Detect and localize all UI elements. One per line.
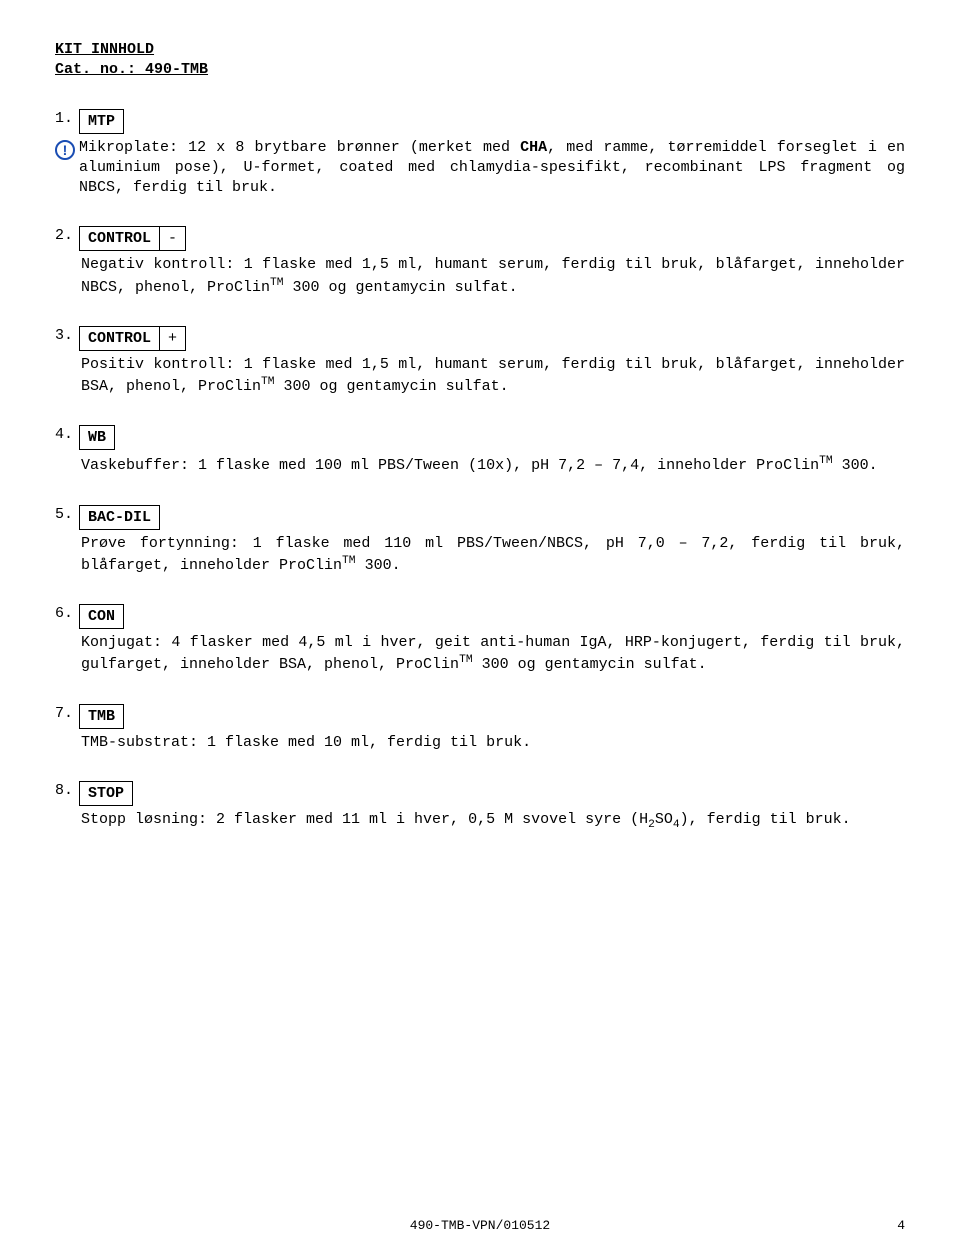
text-fragment: 300 og gentamycin sulfat. bbox=[473, 656, 707, 673]
item-box-label: CONTROL bbox=[79, 326, 160, 351]
item-number: 8. bbox=[55, 781, 73, 801]
kit-item: 7. TMB TMB-substrat: 1 flaske med 10 ml, f… bbox=[55, 704, 905, 753]
items-list: 1.MTP!Mikroplate: 12 x 8 brytbare brønne… bbox=[55, 109, 905, 833]
text-fragment: TM bbox=[819, 455, 833, 467]
kit-item: 6. CON Konjugat: 4 flasker med 4,5 ml i hv… bbox=[55, 604, 905, 676]
item-box-label: CON bbox=[79, 604, 124, 629]
text-fragment: 300 og gentamycin sulfat. bbox=[275, 378, 509, 395]
item-description-text: Positiv kontroll: 1 flaske med 1,5 ml, h… bbox=[81, 356, 905, 395]
item-description-body: Mikroplate: 12 x 8 brytbare brønner (mer… bbox=[79, 138, 905, 199]
cat-no: Cat. no.: 490-TMB bbox=[55, 60, 905, 80]
item-number: 6. bbox=[55, 604, 73, 624]
kit-title: KIT INNHOLD bbox=[55, 40, 905, 60]
text-fragment: ), ferdig til bruk. bbox=[680, 811, 851, 828]
item-number: 2. bbox=[55, 226, 73, 246]
item-header: 5. BAC-DIL bbox=[55, 505, 905, 530]
text-fragment: 4 bbox=[673, 819, 680, 831]
text-fragment: TM bbox=[342, 555, 356, 567]
text-fragment: Prøve fortynning: 1 flaske med 110 ml PB… bbox=[81, 535, 905, 574]
item-header: 3. CONTROL+ bbox=[55, 326, 905, 351]
item-number: 5. bbox=[55, 505, 73, 525]
page-footer: 490-TMB-VPN/010512 4 bbox=[0, 1217, 960, 1235]
text-fragment: 2 bbox=[648, 819, 655, 831]
item-box-label: TMB bbox=[79, 704, 124, 729]
item-description-text: Stopp løsning: 2 flasker med 11 ml i hve… bbox=[81, 811, 851, 828]
item-number: 3. bbox=[55, 326, 73, 346]
item-box-suffix: - bbox=[160, 226, 186, 251]
item-description-text: Mikroplate: 12 x 8 brytbare brønner (mer… bbox=[79, 139, 905, 197]
item-header: 2. CONTROL- bbox=[55, 226, 905, 251]
item-description-text: Negativ kontroll: 1 flaske med 1,5 ml, h… bbox=[81, 256, 905, 295]
page-header: KIT INNHOLD Cat. no.: 490-TMB bbox=[55, 40, 905, 81]
item-header: 6. CON bbox=[55, 604, 905, 629]
kit-item: 3. CONTROL+ Positiv kontroll: 1 flaske med… bbox=[55, 326, 905, 398]
item-number: 1. bbox=[55, 109, 73, 129]
item-number: 7. bbox=[55, 704, 73, 724]
item-description-text: Konjugat: 4 flasker med 4,5 ml i hver, g… bbox=[81, 634, 905, 673]
kit-item: 1.MTP!Mikroplate: 12 x 8 brytbare brønne… bbox=[55, 109, 905, 199]
item-box-label: WB bbox=[79, 425, 115, 450]
item-description-text: TMB-substrat: 1 flaske med 10 ml, ferdig… bbox=[81, 734, 531, 751]
item-box-suffix: + bbox=[160, 326, 186, 351]
text-fragment: TM bbox=[459, 654, 473, 666]
item-description: Stopp løsning: 2 flasker med 11 ml i hve… bbox=[81, 810, 905, 833]
text-fragment: SO bbox=[655, 811, 673, 828]
alert-icon: ! bbox=[55, 140, 75, 160]
item-description: TMB-substrat: 1 flaske med 10 ml, ferdig… bbox=[81, 733, 905, 753]
footer-page-number: 4 bbox=[897, 1217, 905, 1235]
item-box-label: BAC-DIL bbox=[79, 505, 160, 530]
item-description: Konjugat: 4 flasker med 4,5 ml i hver, g… bbox=[81, 633, 905, 676]
item-box-label: STOP bbox=[79, 781, 133, 806]
text-fragment: 300. bbox=[356, 557, 401, 574]
text-fragment: Stopp løsning: 2 flasker med 11 ml i hve… bbox=[81, 811, 648, 828]
item-header: 8. STOP bbox=[55, 781, 905, 806]
text-fragment: TMB-substrat: 1 flaske med 10 ml, ferdig… bbox=[81, 734, 531, 751]
kit-item: 4. WB Vaskebuffer: 1 flaske med 100 ml PBS… bbox=[55, 425, 905, 476]
item-description-text: Prøve fortynning: 1 flaske med 110 ml PB… bbox=[81, 535, 905, 574]
item-description: Negativ kontroll: 1 flaske med 1,5 ml, h… bbox=[81, 255, 905, 298]
kit-item: 2. CONTROL- Negativ kontroll: 1 flaske med… bbox=[55, 226, 905, 298]
text-fragment: 300 og gentamycin sulfat. bbox=[284, 279, 518, 296]
item-description: Positiv kontroll: 1 flaske med 1,5 ml, h… bbox=[81, 355, 905, 398]
kit-item: 8. STOP Stopp løsning: 2 flasker med 11 ml… bbox=[55, 781, 905, 833]
item-header: 1. MTP bbox=[55, 109, 905, 134]
text-fragment: TM bbox=[270, 277, 284, 289]
item-number: 4. bbox=[55, 425, 73, 445]
text-fragment: 300. bbox=[833, 457, 878, 474]
text-fragment: CHA bbox=[520, 139, 547, 156]
item-description: Prøve fortynning: 1 flaske med 110 ml PB… bbox=[81, 534, 905, 577]
item-header: 4. WB bbox=[55, 425, 905, 450]
footer-center: 490-TMB-VPN/010512 bbox=[410, 1217, 550, 1235]
item-box-label: CONTROL bbox=[79, 226, 160, 251]
kit-item: 5. BAC-DIL Prøve fortynning: 1 flaske med … bbox=[55, 505, 905, 577]
item-box-label: MTP bbox=[79, 109, 124, 134]
text-fragment: TM bbox=[261, 376, 275, 388]
text-fragment: Mikroplate: 12 x 8 brytbare brønner (mer… bbox=[79, 139, 520, 156]
item-description: Vaskebuffer: 1 flaske med 100 ml PBS/Twe… bbox=[81, 454, 905, 476]
text-fragment: Vaskebuffer: 1 flaske med 100 ml PBS/Twe… bbox=[81, 457, 819, 474]
item-description: !Mikroplate: 12 x 8 brytbare brønner (me… bbox=[55, 138, 905, 199]
item-header: 7. TMB bbox=[55, 704, 905, 729]
item-description-text: Vaskebuffer: 1 flaske med 100 ml PBS/Twe… bbox=[81, 457, 878, 474]
